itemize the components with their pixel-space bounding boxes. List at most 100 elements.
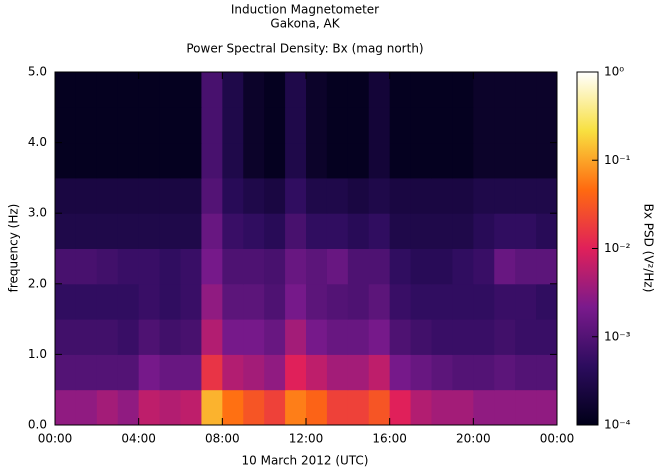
spectrogram-cell xyxy=(347,177,370,214)
spectrogram-cell xyxy=(494,107,516,144)
spectrogram-cell xyxy=(347,319,370,355)
colorbar-tick-label: 10⁻³ xyxy=(604,329,631,343)
spectrogram-cell xyxy=(515,354,537,391)
spectrogram-cell xyxy=(159,177,181,214)
spectrogram-cell xyxy=(243,389,265,426)
spectrogram-cell xyxy=(75,319,98,355)
spectrogram-cell xyxy=(347,389,370,426)
spectrogram-cell xyxy=(326,354,349,391)
spectrogram-cell xyxy=(201,142,223,179)
spectrogram-cell xyxy=(159,319,181,355)
y-tick-label: 0.0 xyxy=(28,418,47,432)
spectrogram-cell xyxy=(410,248,432,285)
spectrogram-cell xyxy=(117,142,140,179)
spectrogram-cell xyxy=(96,107,119,144)
spectrogram-cell xyxy=(243,248,265,285)
spectrogram-cell xyxy=(96,354,119,391)
spectrogram-cell xyxy=(536,142,558,179)
spectrogram-cell xyxy=(494,389,516,426)
y-tick-label: 3.0 xyxy=(28,206,47,220)
spectrogram-cell xyxy=(117,177,140,214)
spectrogram-cell xyxy=(452,213,474,249)
spectrogram-cell xyxy=(515,72,537,108)
spectrogram-cell xyxy=(243,213,265,249)
spectrogram-cell xyxy=(180,142,202,179)
spectrogram-cell xyxy=(389,213,412,249)
spectrogram-cell xyxy=(431,389,453,426)
spectrogram-cell xyxy=(473,283,495,320)
spectrogram-cell xyxy=(117,213,140,249)
spectrogram-cell xyxy=(368,142,391,179)
spectrogram-cell xyxy=(75,107,98,144)
x-tick-label: 04:00 xyxy=(121,432,156,446)
spectrogram-cell xyxy=(243,142,265,179)
spectrogram-cell xyxy=(180,213,202,249)
x-axis-label: 10 March 2012 (UTC) xyxy=(242,454,369,468)
spectrogram-cell xyxy=(306,389,328,426)
spectrogram-cell xyxy=(389,248,412,285)
spectrogram-cell xyxy=(201,283,223,320)
spectrogram-cell xyxy=(243,72,265,108)
spectrogram-cell xyxy=(285,142,307,179)
spectrogram-cell xyxy=(180,107,202,144)
spectrogram-cell xyxy=(180,283,202,320)
spectrogram-cell xyxy=(201,177,223,214)
spectrogram-cell xyxy=(515,107,537,144)
spectrogram-cell xyxy=(55,248,77,285)
spectrogram-cell xyxy=(180,319,202,355)
spectrogram-cell xyxy=(222,389,244,426)
spectrogram-cell xyxy=(473,389,495,426)
spectrogram-cell xyxy=(117,72,140,108)
spectrogram-cell xyxy=(138,107,161,144)
spectrogram-cell xyxy=(264,248,286,285)
colorbar-tick-label: 10⁰ xyxy=(604,65,624,79)
spectrogram-cell xyxy=(159,72,181,108)
spectrogram-cell xyxy=(368,72,391,108)
spectrogram-cell xyxy=(326,142,349,179)
spectrogram-cell xyxy=(431,107,453,144)
spectrogram-cell xyxy=(285,72,307,108)
spectrogram-cell xyxy=(494,354,516,391)
spectrogram-cell xyxy=(431,354,453,391)
spectrogram-cell xyxy=(473,319,495,355)
spectrogram-cell xyxy=(55,389,77,426)
spectrogram-cell xyxy=(222,319,244,355)
spectrogram-cell xyxy=(473,107,495,144)
spectrogram-cell xyxy=(285,107,307,144)
spectrogram-cell xyxy=(326,177,349,214)
spectrogram-cell xyxy=(536,107,558,144)
spectrogram-cell xyxy=(285,248,307,285)
spectrogram-cell xyxy=(494,72,516,108)
spectrogram-cell xyxy=(431,319,453,355)
spectrogram-cell xyxy=(159,107,181,144)
spectrogram-cell xyxy=(410,354,432,391)
spectrogram-cell xyxy=(431,283,453,320)
spectrogram-cell xyxy=(75,213,98,249)
spectrogram-cell xyxy=(75,354,98,391)
spectrogram-cell xyxy=(138,389,161,426)
colorbar-label: Bx PSD (V²/Hz) xyxy=(642,204,656,293)
spectrogram-cell xyxy=(96,283,119,320)
spectrogram-cell xyxy=(494,283,516,320)
spectrogram-cell xyxy=(515,283,537,320)
spectrogram-cell xyxy=(96,177,119,214)
spectrogram-cell xyxy=(389,142,412,179)
spectrogram-cell xyxy=(159,354,181,391)
colorbar-tick-label: 10⁻² xyxy=(604,241,631,255)
spectrogram-cell xyxy=(180,177,202,214)
spectrogram-cell xyxy=(201,107,223,144)
spectrogram-cell xyxy=(326,319,349,355)
spectrogram-cell xyxy=(159,142,181,179)
spectrogram-cell xyxy=(222,72,244,108)
spectrogram-cell xyxy=(285,389,307,426)
spectrogram-cell xyxy=(55,213,77,249)
spectrogram-cell xyxy=(55,354,77,391)
spectrogram-cell xyxy=(347,142,370,179)
spectrogram-cell xyxy=(96,248,119,285)
spectrogram-cell xyxy=(536,354,558,391)
spectrogram-cell xyxy=(515,177,537,214)
spectrogram-cell xyxy=(306,177,328,214)
spectrogram-cell xyxy=(159,248,181,285)
spectrogram-cell xyxy=(452,319,474,355)
spectrogram-cell xyxy=(389,389,412,426)
